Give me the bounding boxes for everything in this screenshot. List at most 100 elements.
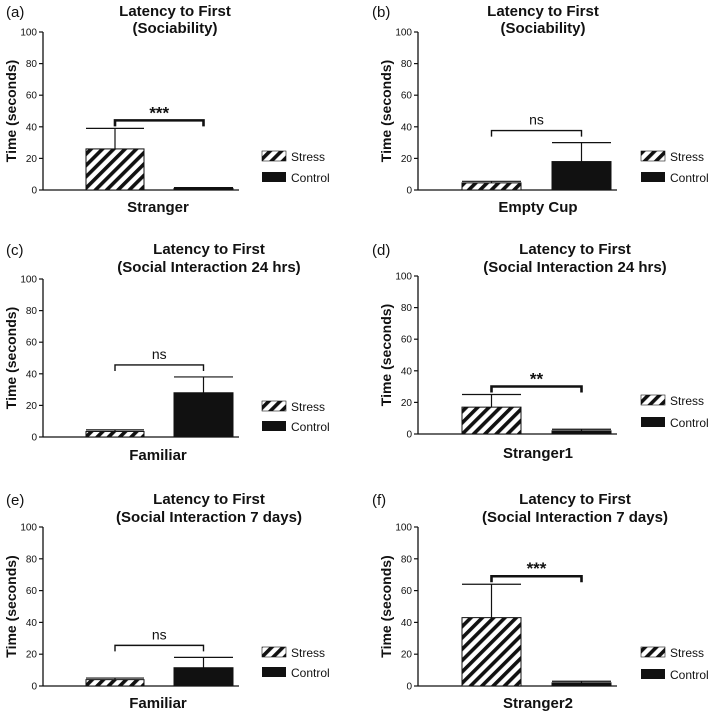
significance-label: ** [530,370,544,389]
chart-panel-5: (e) Latency to First(Social Interaction 7… [3,491,330,712]
chart-subtitle: (Sociability) [132,20,217,37]
chart-title: Latency to First [487,3,599,20]
y-tick-label: 80 [26,59,38,70]
y-tick-label: 0 [31,433,37,444]
legend-label-stress: Stress [291,646,325,660]
y-tick-label: 20 [401,650,413,661]
legend-label-control: Control [291,666,330,680]
y-tick-label: 40 [26,122,38,133]
chart-panel-2: (b) Latency to First(Sociability) 0 20 40 60 8… [372,3,709,216]
panel-letter: (f) [372,492,386,509]
legend-label-control: Control [291,171,330,185]
chart-title: Latency to First [519,241,631,258]
legend-label-stress: Stress [670,150,704,164]
y-tick-label: 0 [31,682,37,693]
chart-subtitle: (Social Interaction 24 hrs) [117,259,300,276]
y-tick-label: 60 [401,91,413,102]
y-tick-label: 0 [406,682,412,693]
legend-swatch-stress [261,646,287,658]
y-tick-label: 60 [401,335,413,346]
x-axis-label: Stranger1 [503,445,573,462]
y-tick-label: 60 [401,586,413,597]
legend-swatch-stress [640,150,666,162]
y-tick-label: 100 [20,523,37,534]
y-tick-label: 80 [401,554,413,565]
y-tick-label: 40 [26,369,38,380]
legend-swatch-control [262,172,286,182]
panel-letter: (b) [372,4,390,21]
significance-bracket [490,129,583,137]
bar-control [551,430,612,435]
y-tick-label: 0 [406,430,412,441]
legend-label-control: Control [291,420,330,434]
significance-label: ns [152,626,167,642]
y-axis-label: Time (seconds) [378,60,394,162]
y-tick-label: 40 [401,122,413,133]
legend-label-stress: Stress [670,394,704,408]
chart-title: Latency to First [519,491,631,508]
y-tick-label: 40 [401,366,413,377]
legend-swatch-control [641,417,665,427]
chart-subtitle: (Sociability) [500,20,585,37]
bar-control [173,667,234,687]
y-tick-label: 20 [26,401,38,412]
y-tick-label: 20 [26,154,38,165]
y-tick-label: 100 [395,28,412,39]
y-axis-label: Time (seconds) [378,304,394,406]
panel-letter: (a) [6,4,24,21]
y-tick-label: 80 [26,306,38,317]
significance-bracket [114,364,205,371]
bar-control [173,187,234,191]
legend-swatch-control [262,667,286,677]
y-tick-label: 60 [26,91,38,102]
y-tick-label: 40 [401,618,413,629]
legend-swatch-stress [261,400,287,412]
y-tick-label: 20 [26,650,38,661]
chart-subtitle: (Social Interaction 7 days) [482,509,668,526]
x-axis-label: Familiar [129,447,187,464]
chart-title: Latency to First [119,3,231,20]
y-tick-label: 100 [395,272,412,283]
chart-title: Latency to First [153,241,265,258]
y-axis-label: Time (seconds) [3,555,19,657]
y-tick-label: 80 [401,59,413,70]
legend-swatch-control [641,669,665,679]
bar-control [551,682,612,687]
chart-subtitle: (Social Interaction 24 hrs) [483,259,666,276]
bar-stress [461,617,522,687]
y-tick-label: 40 [26,618,38,629]
legend-swatch-stress [640,394,666,406]
bar-control [173,392,234,438]
chart-panel-6: (f) Latency to First(Social Interaction 7… [372,491,709,712]
y-tick-label: 100 [20,275,37,286]
chart-panel-1: (a) Latency to First(Sociability) 0 20 40 60 8… [3,3,330,216]
legend-label-stress: Stress [670,646,704,660]
x-axis-label: Empty Cup [498,199,577,216]
significance-bracket [114,644,205,652]
significance-bracket [490,385,583,393]
panel-letter: (e) [6,492,24,509]
panel-letter: (d) [372,242,390,259]
y-axis-label: Time (seconds) [378,555,394,657]
significance-bracket [490,574,583,583]
y-tick-label: 80 [26,554,38,565]
bar-stress [85,148,145,191]
chart-panel-4: (d) Latency to First(Social Interaction 2… [372,241,709,462]
y-tick-label: 60 [26,586,38,597]
chart-title: Latency to First [153,491,265,508]
legend-swatch-control [641,172,665,182]
x-axis-label: Familiar [129,695,187,712]
chart-panel-3: (c) Latency to First(Social Interaction 2… [3,241,330,464]
significance-label: ns [152,346,167,362]
bar-stress [85,430,145,438]
y-tick-label: 60 [26,338,38,349]
bar-control [551,161,612,191]
legend-swatch-control [262,421,286,431]
legend-swatch-stress [261,150,287,162]
x-axis-label: Stranger2 [503,695,573,712]
y-axis-label: Time (seconds) [3,60,19,162]
legend-label-control: Control [670,668,709,682]
bar-stress [461,406,522,435]
